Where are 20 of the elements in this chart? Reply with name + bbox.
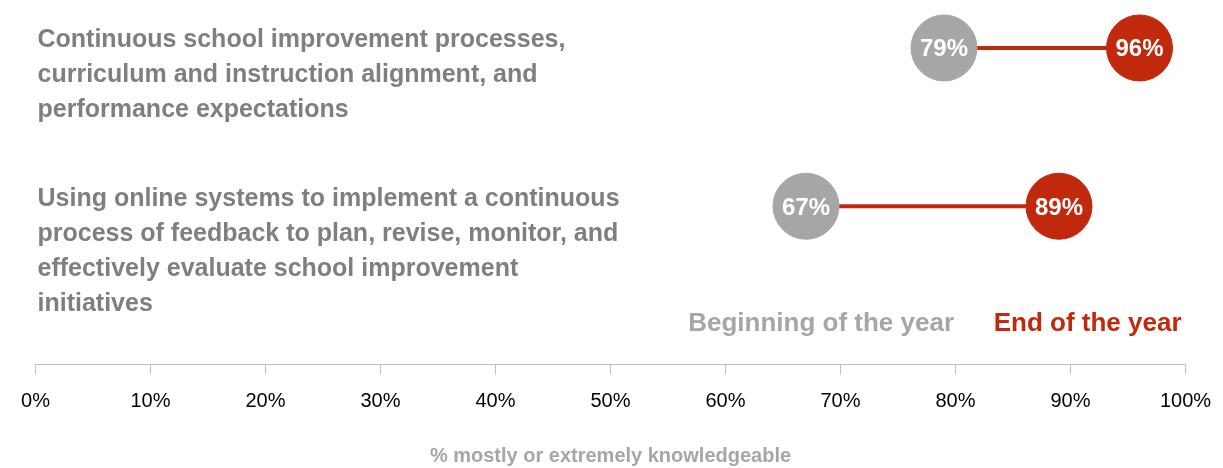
x-tick-label: 30% bbox=[360, 388, 401, 411]
y-tick-label: Using online systems to implement a continuous process of feedback to plan, revise, monitor, and effectively evaluate school improvement initiatives bbox=[37, 182, 620, 316]
x-tick-label: 90% bbox=[1050, 388, 1091, 411]
data-label: 67% bbox=[781, 192, 831, 220]
x-tick-label: 40% bbox=[475, 388, 516, 411]
x-tick-label: 10% bbox=[130, 388, 171, 411]
x-tick-label: 20% bbox=[245, 388, 286, 411]
x-tick-label: 50% bbox=[590, 388, 631, 411]
text: Beginning of the year bbox=[688, 306, 955, 337]
y-tick-label: Continuous school improvement processes, curriculum and instruction alignment, and performance expectations bbox=[37, 24, 566, 123]
x-tick-label: 100% bbox=[1159, 388, 1212, 411]
x-tick-label: 70% bbox=[820, 388, 861, 411]
data-label: 89% bbox=[1034, 192, 1084, 220]
data-label: 79% bbox=[919, 34, 969, 62]
data-label: 96% bbox=[1115, 34, 1164, 62]
x-tick-label: 80% bbox=[935, 388, 976, 411]
x-tick-label: 60% bbox=[705, 388, 746, 411]
x-tick-label: 0% bbox=[21, 388, 51, 411]
x-axis-title: % mostly or extremely knowledgeable bbox=[429, 443, 792, 466]
text: End of the year bbox=[993, 306, 1182, 337]
